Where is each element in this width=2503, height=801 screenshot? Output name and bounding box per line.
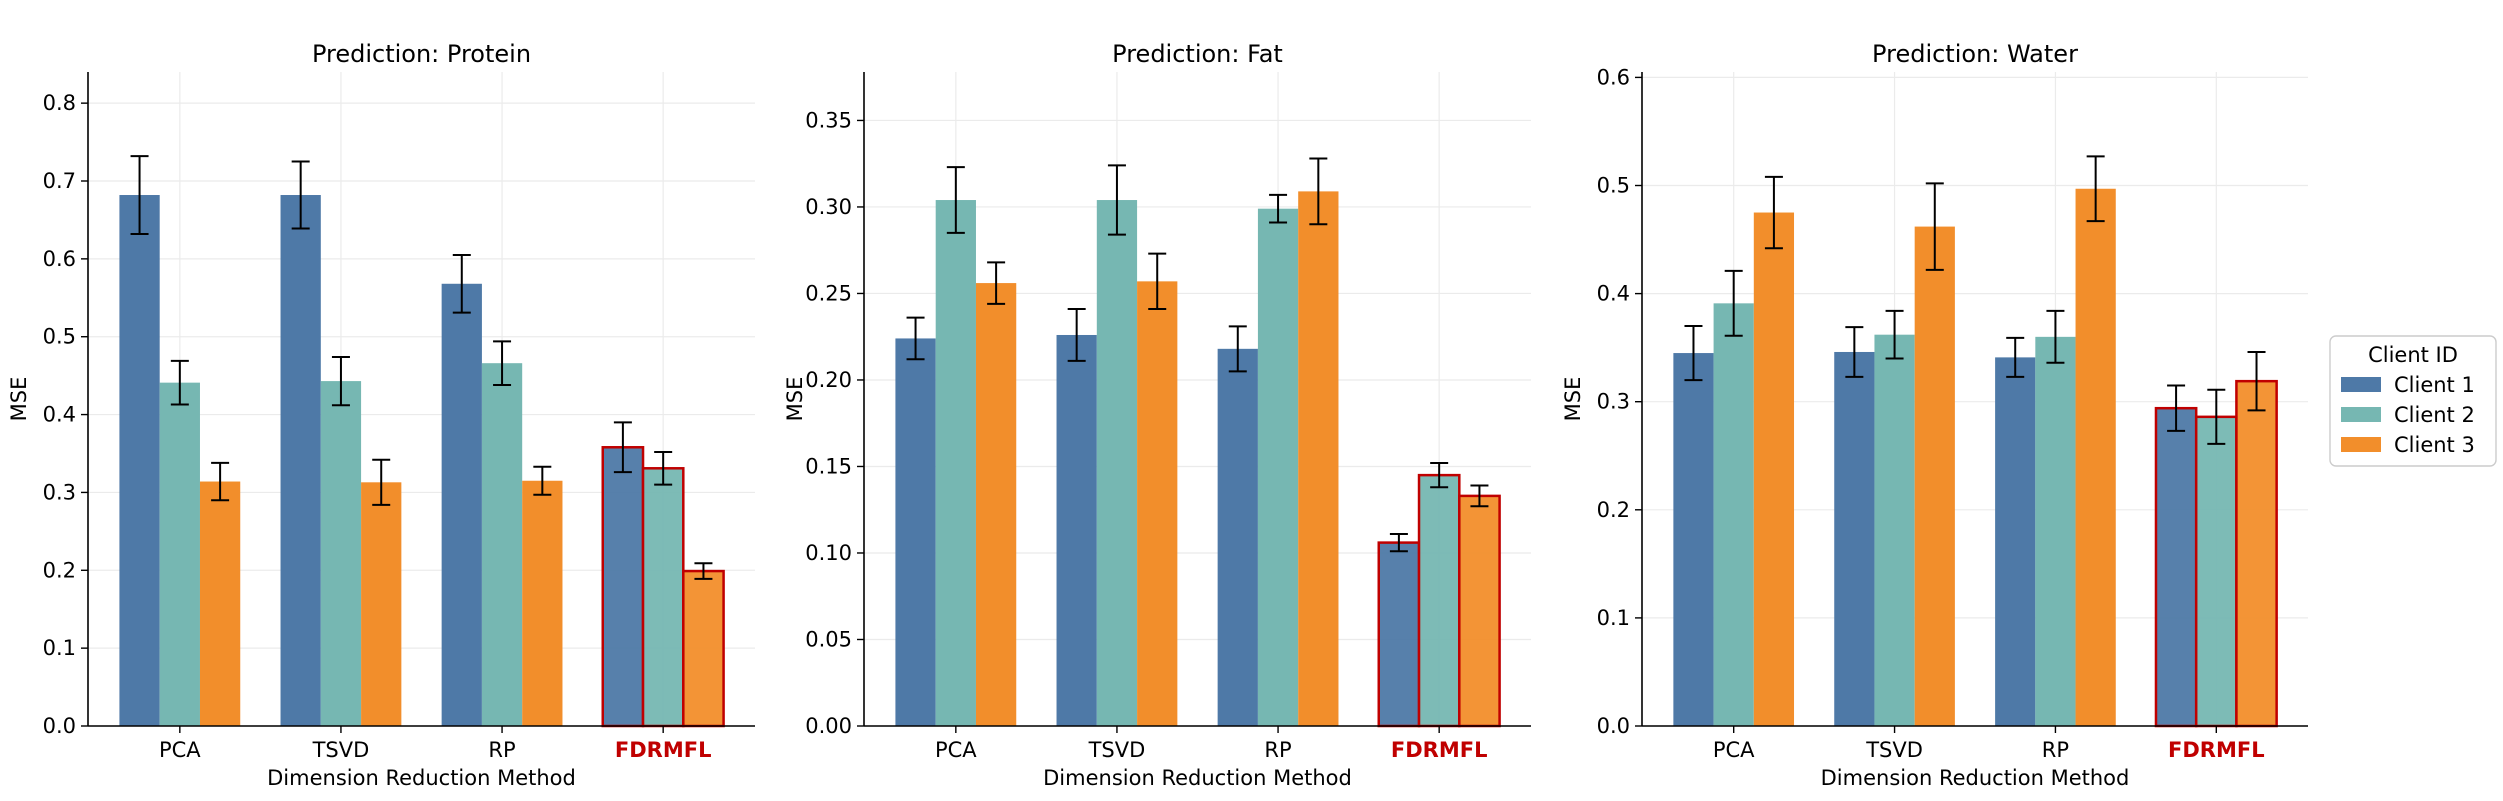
bar-client-2-tsvd: [1096, 200, 1138, 727]
bar-client-2-tsvd: [320, 381, 362, 726]
bar-client-3-pca: [199, 481, 241, 726]
bar-client-1-tsvd: [1056, 334, 1097, 726]
bar-client-3-rp: [1298, 191, 1339, 726]
x-axis-label: Dimension Reduction Method: [1821, 766, 2130, 790]
y-tick-label: 0.2: [43, 558, 76, 582]
bar-client-2-tsvd: [1874, 334, 1915, 726]
legend-label-client-3: Client 3: [2394, 433, 2475, 457]
bar-client-2-fdrmfl: [641, 467, 685, 728]
x-tick-label-pca: PCA: [159, 738, 201, 762]
y-tick-label: 0.0: [1597, 714, 1630, 738]
bar-client-3-rp: [522, 480, 563, 726]
y-tick-label: 0.20: [805, 368, 852, 392]
y-tick-label: 0.6: [43, 247, 76, 271]
bar-client-2-rp: [481, 363, 523, 726]
bar-client-1-fdrmfl: [601, 446, 645, 728]
x-tick-label-pca: PCA: [935, 738, 977, 762]
bar-client-2-pca: [935, 200, 976, 727]
y-tick-label: 0.25: [805, 281, 852, 305]
bar-client-3-fdrmfl: [1458, 494, 1501, 728]
y-tick-label: 0.4: [43, 403, 76, 427]
legend-title: Client ID: [2368, 343, 2458, 367]
y-tick-label: 0.10: [805, 541, 852, 565]
y-axis-label: MSE: [1561, 377, 1585, 422]
chart-panel-3: 0.0 0.1 0.2 0.3 0.4 0.5 0.6 PCA TSVD RP FDRMFL Pred…: [1561, 40, 2308, 790]
bar-client-1-pca: [1673, 353, 1714, 726]
x-tick-label-rp: RP: [488, 738, 515, 762]
x-tick-label-tsvd: TSVD: [1088, 738, 1146, 762]
y-tick-label: 0.3: [43, 480, 76, 504]
bar-client-2-pca: [1713, 303, 1754, 726]
bar-client-1-fdrmfl: [1377, 541, 1421, 728]
bar-client-2-fdrmfl: [1417, 473, 1461, 728]
x-tick-label-fdrmfl: FDRMFL: [2168, 738, 2265, 762]
y-tick-label: 0.5: [43, 325, 76, 349]
x-tick-label-tsvd: TSVD: [312, 738, 370, 762]
legend-swatch-client-3: [2341, 437, 2381, 452]
bar-client-1-tsvd: [1834, 351, 1875, 726]
y-tick-label: 0.30: [805, 195, 852, 219]
x-tick-label-fdrmfl: FDRMFL: [1391, 738, 1488, 762]
bar-client-3-pca: [1753, 212, 1795, 726]
bar-client-2-rp: [2035, 336, 2076, 726]
bar-client-1-pca: [119, 195, 160, 726]
bar-client-3-tsvd: [1137, 281, 1178, 726]
bar-client-3-fdrmfl: [682, 569, 725, 728]
y-tick-label: 0.00: [805, 714, 852, 738]
x-tick-label-rp: RP: [2042, 738, 2069, 762]
y-axis-label: MSE: [783, 377, 807, 422]
bar-client-1-rp: [1995, 357, 2036, 726]
x-axis-label: Dimension Reduction Method: [1043, 766, 1352, 790]
bar-client-3-rp: [2075, 188, 2116, 727]
y-tick-label: 0.05: [805, 627, 852, 651]
legend-swatch-client-2: [2341, 407, 2381, 422]
x-tick-label-pca: PCA: [1713, 738, 1755, 762]
y-tick-label: 0.4: [1597, 282, 1630, 306]
bar-client-1-tsvd: [280, 195, 321, 726]
y-tick-label: 0.2: [1597, 498, 1630, 522]
legend-swatch-client-1: [2341, 377, 2381, 392]
chart-panel-2: 0.00 0.05 0.10 0.15 0.20 0.25 0.30 0.35 PCA TSVD R…: [783, 40, 1531, 790]
x-tick-label-fdrmfl: FDRMFL: [615, 738, 712, 762]
legend: Client ID Client 1 Client 2 Client 3: [2329, 335, 2497, 467]
x-tick-label-tsvd: TSVD: [1865, 738, 1923, 762]
y-axis-label: MSE: [7, 377, 31, 422]
y-tick-label: 0.5: [1597, 174, 1630, 198]
bar-client-1-fdrmfl: [2154, 406, 2198, 728]
y-tick-label: 0.35: [805, 108, 852, 132]
bar-client-3-pca: [975, 283, 1017, 726]
chart-title: Prediction: Fat: [1112, 40, 1283, 68]
bar-client-3-tsvd: [1914, 226, 1955, 726]
chart-panel-1: 0.0 0.1 0.2 0.3 0.4 0.5 0.6 0.7 0.8 PCA TSVD RP FDRM…: [7, 40, 755, 790]
y-tick-label: 0.0: [43, 714, 76, 738]
legend-label-client-1: Client 1: [2394, 373, 2475, 397]
y-tick-label: 0.1: [43, 636, 76, 660]
bar-client-2-fdrmfl: [2194, 415, 2238, 728]
legend-frame: [2329, 335, 2497, 467]
y-tick-label: 0.3: [1597, 390, 1630, 414]
bar-client-2-rp: [1257, 208, 1299, 726]
y-tick-label: 0.15: [805, 454, 852, 478]
bar-client-1-pca: [895, 338, 936, 726]
bar-client-1-rp: [441, 283, 482, 726]
y-tick-label: 0.1: [1597, 606, 1630, 630]
x-tick-label-rp: RP: [1264, 738, 1291, 762]
bar-client-2-pca: [159, 382, 200, 726]
chart-title: Prediction: Water: [1872, 40, 2078, 68]
x-axis-label: Dimension Reduction Method: [267, 766, 576, 790]
bar-client-3-tsvd: [361, 482, 402, 726]
legend-label-client-2: Client 2: [2394, 403, 2475, 427]
chart-title: Prediction: Protein: [312, 40, 531, 68]
y-tick-label: 0.7: [43, 169, 76, 193]
y-tick-label: 0.8: [43, 91, 76, 115]
bar-client-3-fdrmfl: [2235, 379, 2278, 728]
y-tick-label: 0.6: [1597, 65, 1630, 89]
bar-client-1-rp: [1217, 348, 1258, 726]
